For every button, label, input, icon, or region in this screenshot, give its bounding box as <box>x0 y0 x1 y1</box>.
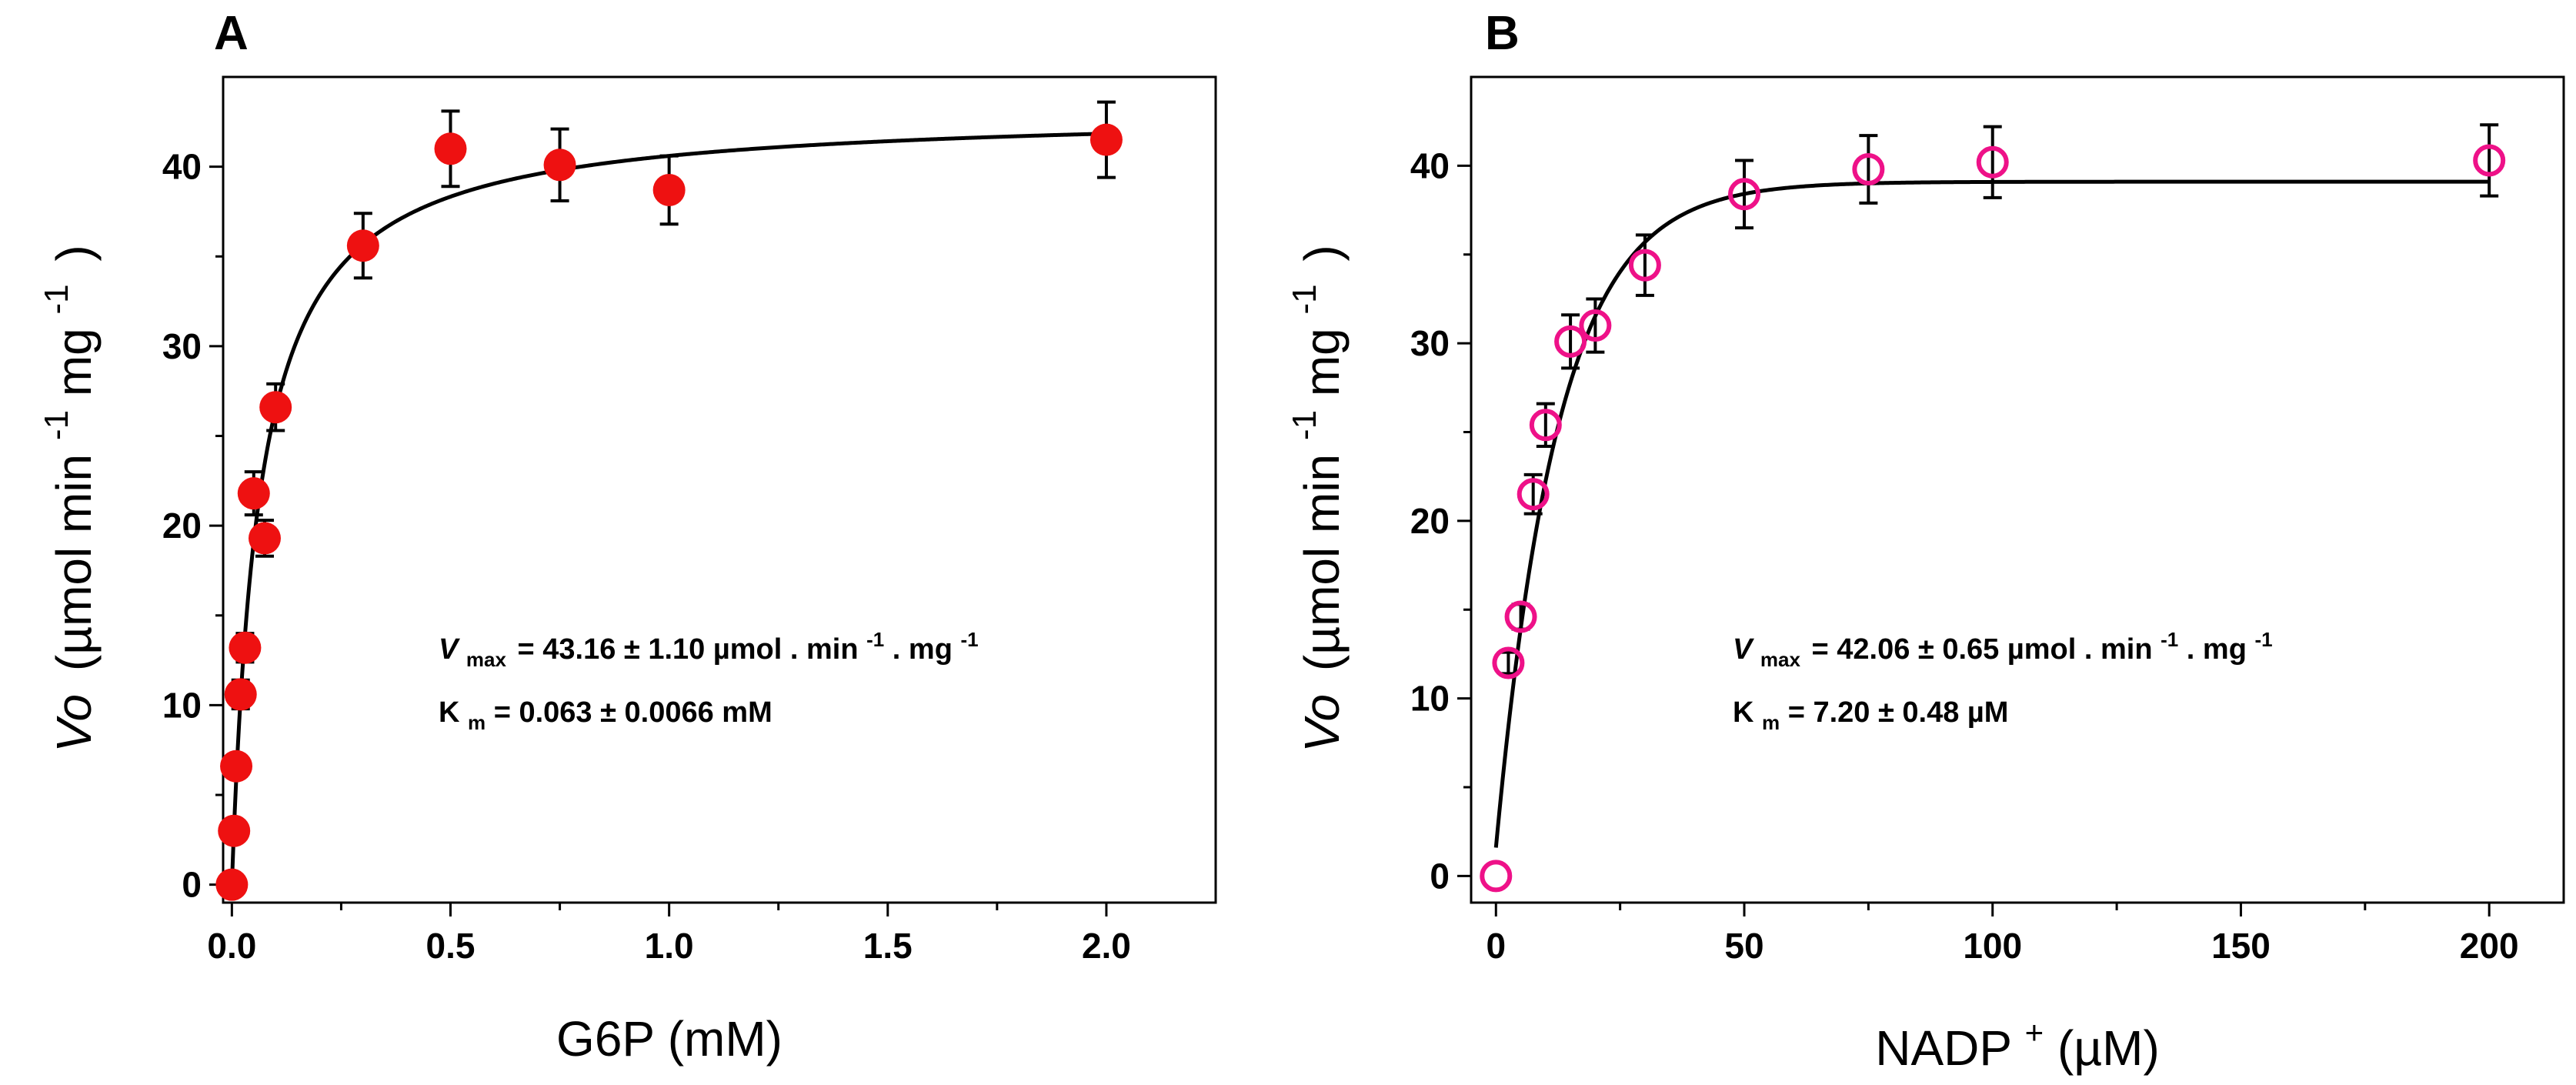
panel-a-km-text: = 0.063 ± 0.0066 mM <box>494 696 772 729</box>
panel-a-data-point <box>259 391 292 424</box>
panel-b-x-axis-label: NADP + (µM) <box>1875 999 2160 1076</box>
panel-b-label: B <box>1485 7 1520 60</box>
panel-a-y-tick-label: 40 <box>162 147 202 187</box>
panel-b-data-point <box>1554 325 1587 358</box>
panel-b-x-tick-label: 50 <box>1724 926 1763 966</box>
panel-a-data-point <box>434 132 467 165</box>
panel-b-vmax-symbol: V <box>1733 633 1754 666</box>
panel-b-km-annotation: K m = 7.20 ± 0.48 µM <box>1733 696 2008 736</box>
panel-a-data-point <box>237 477 270 510</box>
panel-a-label: A <box>214 7 249 60</box>
panel-b-km-symbol: K <box>1733 696 1754 729</box>
panel-b-data-point <box>1529 409 1562 442</box>
panel-b-data-point <box>1728 178 1760 211</box>
panel-b-y-label-main: (µmol min <box>1294 454 1350 671</box>
panel-a-vmax-text2: . mg <box>893 633 953 666</box>
panel-a-vmax-sub: max <box>466 648 507 671</box>
panel-a-y-tick-label: 10 <box>162 685 202 725</box>
panel-b-km-sub: m <box>1762 711 1780 734</box>
panel-a-data-points <box>215 100 1123 901</box>
panel-b-x-tick-label: 0 <box>1486 926 1506 966</box>
panel-a-vmax-sup2: -1 <box>960 628 978 651</box>
panel-b-data-point <box>1480 860 1513 893</box>
panel-b-km-text: = 7.20 ± 0.48 µM <box>1788 696 2009 729</box>
panel-a-x-axis-label: G6P (mM) <box>556 1011 782 1067</box>
panel-a-y-tick-label: 30 <box>162 326 202 366</box>
panel-b-y-label-prefix: Vo <box>1294 694 1350 753</box>
panel-a-x-tick-label: 1.5 <box>863 926 913 966</box>
panel-a-x-tick-label: 1.0 <box>645 926 694 966</box>
panel-b-data-point <box>2473 144 2506 177</box>
panel-b-data-point <box>1852 152 1885 185</box>
panel-a-data-point <box>224 678 257 711</box>
panel-b-x-label-end: (µM) <box>2057 1020 2160 1076</box>
panel-a-x-tick-label: 0.0 <box>207 926 256 966</box>
panel-b-x-tick-label: 100 <box>1963 926 2022 966</box>
panel-a-data-point <box>652 173 686 206</box>
panel-b-x-tick-label: 200 <box>2460 926 2519 966</box>
panel-b-vmax-text2: . mg <box>2187 633 2247 666</box>
panel-b-vmax-annotation: V max = 42.06 ± 0.65 µmol . min -1 . mg … <box>1733 621 2273 673</box>
panel-b-y-tick-label: 20 <box>1410 501 1450 541</box>
panel-b-data-points <box>1480 123 2506 893</box>
panel-b-data-point <box>1517 478 1550 511</box>
panel-a-y-label-mid: mg <box>46 328 102 396</box>
panel-a-data-point <box>1089 123 1123 156</box>
panel-a-y-tick-label: 20 <box>162 506 202 546</box>
panel-b-y-tick-label: 10 <box>1410 679 1450 719</box>
panel-b-y-label-end: ) <box>1294 245 1350 261</box>
panel-a-data-point <box>248 522 281 555</box>
panel-a-data-point <box>220 749 253 783</box>
panel-b-y-tick-label: 40 <box>1410 145 1450 185</box>
panel-b-data-point <box>1976 145 2009 179</box>
panel-b-vmax-text: = 42.06 ± 0.65 µmol . min <box>1812 633 2153 666</box>
panel-b-data-point <box>1492 646 1525 679</box>
panel-a-data-point <box>229 631 262 664</box>
panel-b-vmax-sup1: -1 <box>2161 628 2178 651</box>
panel-b-x-tick-label: 150 <box>2211 926 2271 966</box>
panel-a-y-label-sup1: -1 <box>38 410 75 440</box>
panel-a-y-label-main: (µmol min <box>46 454 102 671</box>
panel-b-data-point <box>1628 249 1661 282</box>
panel-a-y-label-sup2: -1 <box>38 284 75 314</box>
panel-b-vmax-sub: max <box>1760 648 1801 671</box>
panel-a-km-sub: m <box>468 711 486 734</box>
panel-a-data-point <box>218 814 251 847</box>
panel-b-plot-frame <box>1470 75 2565 904</box>
panel-a-axes: 0.0 0.5 1.0 1.5 2.0 0 10 20 30 40 <box>162 147 1131 966</box>
panel-b-axes: 0 50 100 150 200 0 10 20 30 40 <box>1410 145 2519 966</box>
panel-a-plot-frame <box>222 75 1217 904</box>
panel-a-data-point <box>543 149 576 182</box>
panel-a-vmax-sup1: -1 <box>866 628 884 651</box>
panel-b-y-axis-label: Vo (µmol min -1 mg -1 ) <box>1271 245 1350 753</box>
panel-a-x-tick-label: 0.5 <box>426 926 475 966</box>
panel-b-y-label-sup1: -1 <box>1286 410 1323 440</box>
panel-a-y-tick-label: 0 <box>182 865 202 905</box>
panel-b-vmax-sup2: -1 <box>2254 628 2272 651</box>
panel-b-y-tick-label: 30 <box>1410 323 1450 363</box>
panel-b-x-label-sup: + <box>2025 1014 2044 1050</box>
panel-a: A 0.0 0.5 1.0 1.5 2.0 0 10 20 30 40 Vo (µmol min … <box>23 7 1217 1067</box>
panel-a-y-axis-label: Vo (µmol min -1 mg -1 ) <box>23 245 102 753</box>
panel-b-data-point <box>1504 600 1537 633</box>
panel-a-y-label-end: ) <box>46 245 102 261</box>
panel-b: B 0 50 100 150 200 0 10 20 30 40 Vo (µmol min -1 … <box>1271 7 2565 1076</box>
panel-a-km-symbol: K <box>439 696 460 729</box>
panel-b-y-tick-label: 0 <box>1430 856 1450 896</box>
panel-b-y-label-mid: mg <box>1294 328 1350 396</box>
panel-a-data-point <box>215 868 249 901</box>
panel-a-km-annotation: K m = 0.063 ± 0.0066 mM <box>439 696 772 736</box>
panel-a-vmax-text: = 43.16 ± 1.10 µmol . min <box>518 633 859 666</box>
panel-a-y-label-prefix: Vo <box>46 694 102 753</box>
panel-a-x-tick-label: 2.0 <box>1082 926 1131 966</box>
panel-a-data-point <box>346 229 379 262</box>
panel-b-y-label-sup2: -1 <box>1286 284 1323 314</box>
panel-b-x-label-main: NADP <box>1875 1020 2011 1076</box>
panel-a-vmax-annotation: V max = 43.16 ± 1.10 µmol . min -1 . mg … <box>439 621 979 673</box>
panel-b-data-point <box>1579 309 1612 342</box>
panel-a-vmax-symbol: V <box>439 633 460 666</box>
